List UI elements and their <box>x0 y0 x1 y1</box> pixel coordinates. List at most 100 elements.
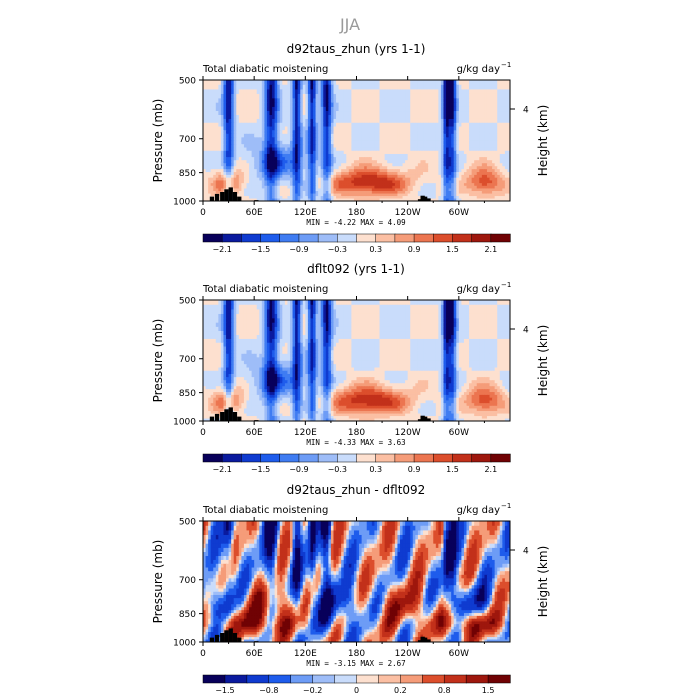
heatmap-cell <box>440 177 445 182</box>
heatmap-cell <box>359 196 363 200</box>
heatmap-cell <box>382 157 386 161</box>
heatmap-cell <box>435 157 439 161</box>
heatmap-cell <box>241 313 245 319</box>
heatmap-cell <box>433 157 437 161</box>
heatmap-cell <box>320 106 324 112</box>
heatmap-cell <box>387 193 391 197</box>
heatmap-cell <box>228 130 232 135</box>
heatmap-cell <box>218 122 222 128</box>
heatmap-cell <box>417 84 422 91</box>
heatmap-cell <box>433 133 437 138</box>
heatmap-cell <box>507 198 510 201</box>
heatmap-cell <box>295 183 299 187</box>
heatmap-cell <box>251 130 255 135</box>
heatmap-cell <box>461 115 465 120</box>
heatmap-cell <box>348 193 352 197</box>
heatmap-cell <box>405 160 409 164</box>
heatmap-cell <box>451 150 455 155</box>
heatmap-cell <box>213 133 217 138</box>
heatmap-cell <box>469 166 473 170</box>
heatmap-cell <box>238 193 242 197</box>
heatmap-cell <box>366 111 370 116</box>
heatmap-cell <box>318 304 322 311</box>
heatmap-cell <box>469 84 473 91</box>
heatmap-cell <box>343 111 347 116</box>
heatmap-cell <box>410 106 414 112</box>
heatmap-cell <box>481 304 486 311</box>
heatmap-cell <box>343 84 347 91</box>
heatmap-cell <box>384 140 388 145</box>
heatmap-cell <box>504 172 509 176</box>
heatmap-cell <box>384 115 388 120</box>
heatmap-cell <box>236 122 240 128</box>
heatmap-cell <box>228 183 232 187</box>
heatmap-cell <box>384 153 388 158</box>
heatmap-cell <box>430 93 434 99</box>
heatmap-cell <box>415 193 419 197</box>
heatmap-cell <box>318 140 322 145</box>
heatmap-cell <box>213 153 217 158</box>
heatmap-cell <box>313 169 317 173</box>
heatmap-cell <box>374 122 378 128</box>
heatmap-cell <box>353 122 358 128</box>
heatmap-cell <box>399 174 404 179</box>
heatmap-cell <box>284 174 289 179</box>
heatmap-cell <box>364 111 368 116</box>
heatmap-cell <box>256 177 260 182</box>
heatmap-cell <box>384 106 388 112</box>
heatmap-cell <box>494 309 498 315</box>
heatmap-cell <box>433 177 437 182</box>
heatmap-cell <box>215 183 219 187</box>
heatmap-cell <box>399 157 404 161</box>
heatmap-cell <box>489 313 493 319</box>
heatmap-cell <box>341 313 345 319</box>
heatmap-cell <box>507 180 510 184</box>
heatmap-cell <box>402 160 406 164</box>
heatmap-cell <box>289 118 294 124</box>
heatmap-cell <box>425 89 429 95</box>
heatmap-cell <box>246 115 250 120</box>
heatmap-cell <box>507 80 510 86</box>
heatmap-cell <box>351 106 355 112</box>
heatmap-cell <box>318 318 322 324</box>
heatmap-cell <box>374 191 378 195</box>
heatmap-cell <box>272 137 276 142</box>
heatmap-cell <box>425 300 429 306</box>
heatmap-cell <box>220 144 225 149</box>
heatmap-cell <box>476 157 480 161</box>
heatmap-cell <box>297 172 301 176</box>
colorbar-swatch <box>298 233 319 243</box>
heatmap-cell <box>502 172 506 176</box>
heatmap-cell <box>328 106 332 112</box>
heatmap-cell <box>369 144 373 149</box>
heatmap-cell <box>451 80 455 86</box>
heatmap-cell <box>379 84 383 91</box>
heatmap-cell <box>284 122 289 128</box>
heatmap-cell <box>305 196 309 200</box>
heatmap-cell <box>323 163 327 167</box>
heatmap-cell <box>241 118 245 124</box>
heatmap-cell <box>351 318 355 324</box>
heatmap-cell <box>410 111 414 116</box>
heatmap-cell <box>463 174 468 179</box>
heatmap-cell <box>338 169 342 173</box>
heatmap-cell <box>307 150 312 155</box>
heatmap-cell <box>215 191 219 195</box>
heatmap-cell <box>410 166 414 170</box>
heatmap-cell <box>384 313 388 319</box>
heatmap-cell <box>474 89 478 95</box>
heatmap-cell <box>435 196 439 200</box>
heatmap-cell <box>504 196 509 200</box>
heatmap-cell <box>507 111 510 116</box>
heatmap-cell <box>428 147 432 152</box>
heatmap-cell <box>379 169 383 173</box>
heatmap-cell <box>394 130 399 135</box>
heatmap-cell <box>369 191 373 195</box>
heatmap-cell <box>266 157 271 161</box>
heatmap-cell <box>315 169 319 173</box>
heatmap-cell <box>259 140 263 145</box>
heatmap-cell <box>382 133 386 138</box>
heatmap-cell <box>412 144 416 149</box>
heatmap-cell <box>231 130 235 135</box>
heatmap-cell <box>284 172 289 176</box>
